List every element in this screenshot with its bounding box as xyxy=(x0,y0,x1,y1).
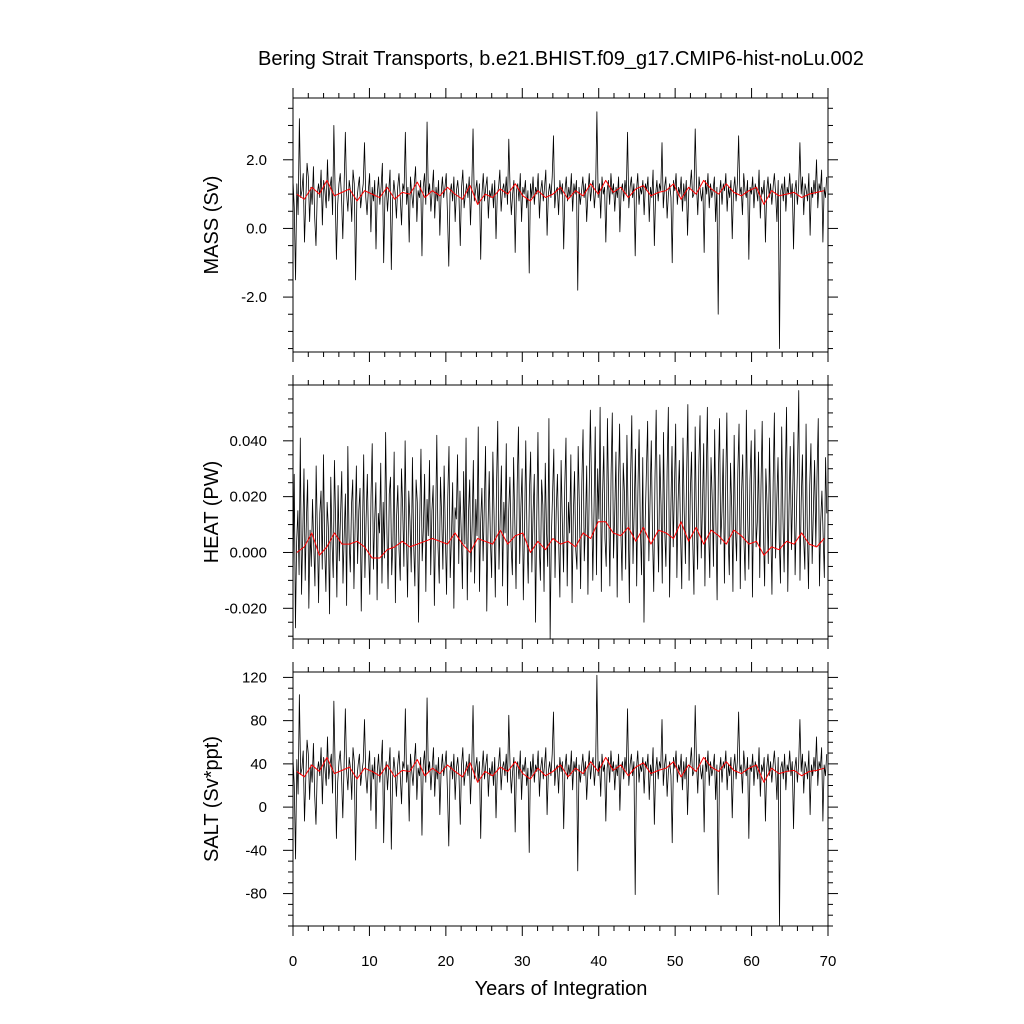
x-tick-label: 60 xyxy=(743,953,760,970)
mass-series-monthly-line xyxy=(293,111,828,349)
salt-y-tick-label: 40 xyxy=(250,756,267,773)
x-tick-label: 0 xyxy=(289,953,297,970)
mass-y-tick-label: -2.0 xyxy=(241,289,267,306)
panel-heat: -0.020 0.000 0.020 0.040 HEAT (PW) xyxy=(201,375,838,649)
salt-series-annual-line xyxy=(296,756,825,783)
x-tick-label: 50 xyxy=(667,953,684,970)
x-tick-label: 70 xyxy=(820,953,837,970)
salt-y-tick-label: 0 xyxy=(259,799,267,816)
salt-y-tick-label: 120 xyxy=(242,669,267,686)
mass-y-axis-label: MASS (Sv) xyxy=(201,176,223,275)
salt-y-tick-label: 80 xyxy=(250,713,267,730)
salt-y-tick-label: -40 xyxy=(245,842,267,859)
heat-series-monthly-line xyxy=(293,390,828,639)
x-tick-label: 30 xyxy=(514,953,531,970)
panel-mass: -2.0 0.0 2.0 MASS (Sv) xyxy=(201,88,838,362)
mass-series-annual-line xyxy=(296,179,825,205)
salt-y-axis-label: SALT (Sv*ppt) xyxy=(201,736,223,862)
heat-y-tick-label: 0.020 xyxy=(229,489,267,506)
x-axis-label: Years of Integration xyxy=(475,978,648,1000)
heat-y-axis-label: HEAT (PW) xyxy=(201,461,223,564)
panels: -2.0 0.0 2.0 MASS (Sv) -0.020 0.000 0.020 0.040… xyxy=(201,88,838,970)
heat-y-tick-label: 0.040 xyxy=(229,433,267,450)
heat-y-tick-label: -0.020 xyxy=(224,600,267,617)
heat-series-annual-line xyxy=(296,521,825,559)
mass-plot-frame xyxy=(292,97,829,353)
x-tick-label: 20 xyxy=(438,953,455,970)
panel-salt: -80 -40 0 40 80 120 SALT (Sv*ppt) 0 10 20 30 40 50 60… xyxy=(201,662,838,970)
heat-plot-frame xyxy=(292,384,829,640)
x-tick-label: 10 xyxy=(361,953,378,970)
x-tick-label: 40 xyxy=(590,953,607,970)
mass-y-tick-label: 2.0 xyxy=(246,152,267,169)
salt-plot-frame xyxy=(292,671,829,927)
salt-series-monthly-line xyxy=(293,674,828,926)
mass-y-tick-label: 0.0 xyxy=(246,220,267,237)
chart-title: Bering Strait Transports, b.e21.BHIST.f0… xyxy=(258,48,864,70)
salt-y-tick-label: -80 xyxy=(245,886,267,903)
heat-y-tick-label: 0.000 xyxy=(229,544,267,561)
